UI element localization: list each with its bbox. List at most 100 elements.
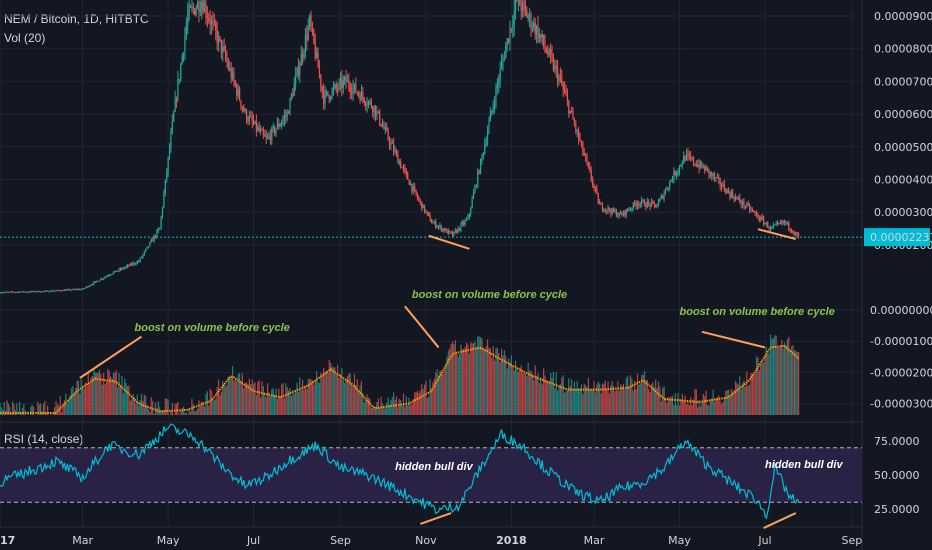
candle-body [603,209,605,211]
volume-bar [550,372,552,415]
volume-bar [250,384,252,415]
volume-bar [317,382,319,415]
candle-body [468,213,470,217]
volume-bar [582,394,584,415]
candle-body [680,165,682,167]
candle-body [748,205,751,211]
volume-bar [167,399,169,415]
candle-body [618,212,620,216]
candle-body [199,9,201,13]
volume-bar [730,388,732,415]
volume-bar [285,383,287,415]
volume-bar [484,349,486,415]
candle-body [173,111,175,122]
volume-bar [19,401,21,415]
rsi-legend[interactable]: RSI (14, close) [4,432,84,446]
candle-body [65,289,67,291]
volume-bar [9,406,11,415]
candle-body [84,287,87,289]
candle-body [335,84,337,88]
volume-bar [38,404,40,415]
volume-bar [432,382,434,415]
volume-bar [119,387,122,415]
volume-bar [741,382,744,415]
volume-bar [685,404,688,415]
volume-bar [681,393,683,415]
candle-body [528,14,531,18]
volume-bar [509,362,511,415]
candle-body [792,231,794,233]
candle-body [125,266,127,268]
candle-body [478,171,480,174]
candle-body [639,203,641,206]
volume-bar [456,352,458,415]
candle-body [606,209,608,211]
volume-bar [440,370,442,415]
candle-body [198,1,200,13]
volume-bar [580,384,583,415]
candle-body [739,197,741,202]
volume-bar [732,391,734,415]
candle-body [135,263,137,265]
candle-body [393,143,395,152]
volume-bar [77,380,80,415]
candle-body [538,33,541,39]
volume-bar [160,410,162,415]
volume-bar [73,393,75,415]
volume-bar [181,408,183,415]
candle-body [545,48,548,53]
candle-body [252,121,255,124]
candle-body [219,36,221,40]
candle-body [122,267,124,269]
candle-body [411,183,413,191]
candle-body [683,156,685,164]
candle-body [506,38,508,47]
candle-body [664,189,667,194]
time-tick-label: Jul [757,534,771,547]
rsi-tick-label: 25.0000 [874,503,920,516]
candle-body [533,22,535,28]
volume-bar [330,363,332,415]
volume-bar [664,397,667,415]
volume-bar [40,403,42,415]
current-price-badge [864,228,930,247]
candle-body [475,185,477,187]
volume-bar [666,403,668,415]
candle-body [507,38,510,42]
volume-bar [75,387,77,415]
volume-bar [65,393,67,415]
volume-bar [524,373,526,415]
candle-body [341,79,343,89]
candle-body [202,1,204,13]
trend-line [404,305,440,349]
candle-body [653,202,655,205]
volume-bar [586,387,588,415]
volume-bar [370,407,372,415]
candle-body [133,263,136,265]
candle-body [687,153,689,155]
candle-body [429,215,431,222]
candle-body [264,134,266,137]
candle-body [327,91,329,96]
candle-body [593,184,595,187]
candle-body [16,292,18,294]
volume-bar [688,405,690,415]
volume-bar [391,397,393,415]
volume-bar [650,384,653,415]
volume-bar [471,343,473,415]
candle-body [628,210,630,212]
volume-bar [426,398,428,415]
volume-bar [652,381,654,415]
candle-body [269,135,272,141]
candle-body [0,292,1,294]
volume-bar [429,379,431,415]
candle-body [641,200,643,204]
candle-body [732,192,734,198]
candle-body [526,9,528,18]
candle-body [414,186,416,190]
volume-bar [412,398,414,415]
volume-legend[interactable]: Vol (20) [4,31,46,45]
candle-body [152,239,154,242]
